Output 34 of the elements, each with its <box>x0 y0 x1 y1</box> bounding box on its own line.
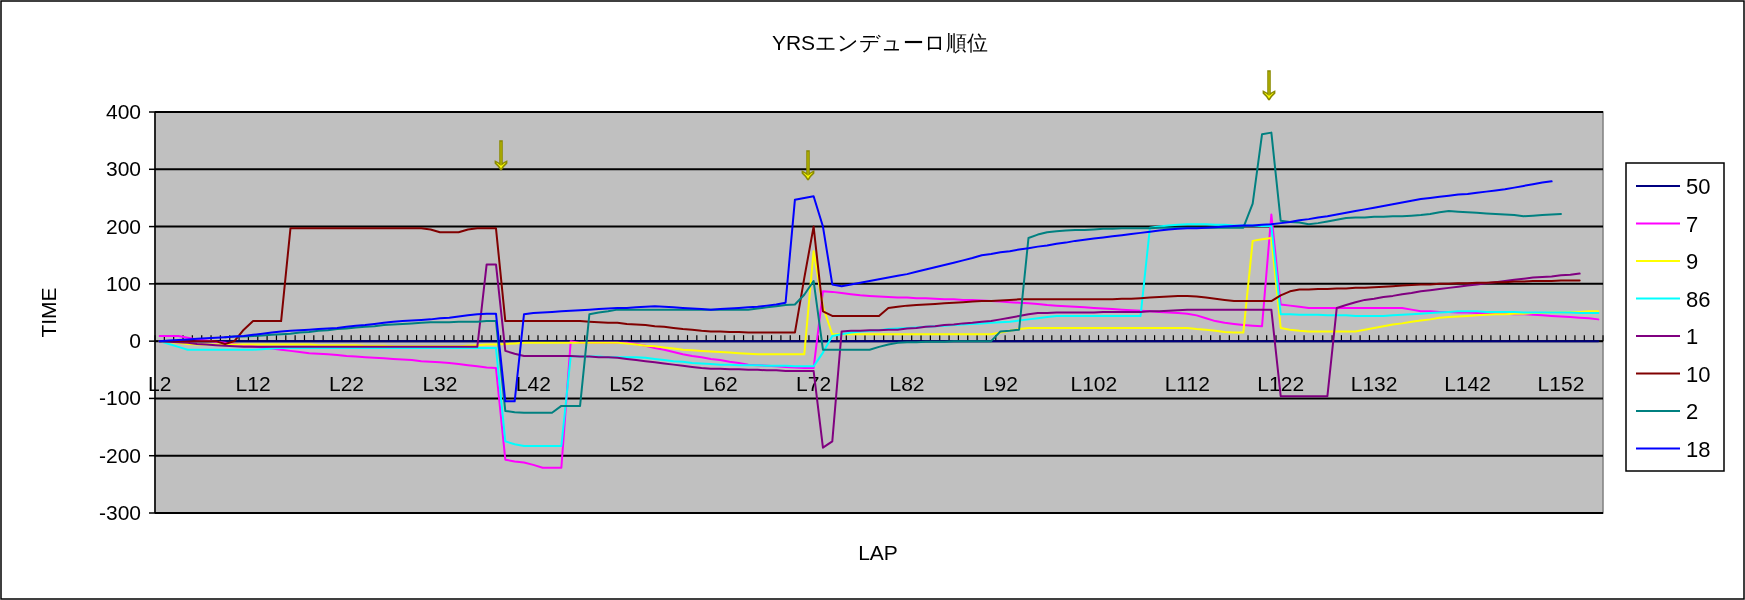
legend-label: 86 <box>1686 286 1711 312</box>
x-tick-label: L42 <box>515 372 551 396</box>
legend-label: 18 <box>1686 436 1711 462</box>
y-tick-label: 400 <box>105 100 141 123</box>
x-tick-label: L112 <box>1164 372 1210 396</box>
x-tick-label: L82 <box>889 372 925 396</box>
legend-label: 2 <box>1686 399 1699 424</box>
legend-label: 9 <box>1686 249 1699 274</box>
x-tick-label: L102 <box>1070 372 1118 396</box>
x-tick-label: L152 <box>1537 372 1585 396</box>
y-tick-label: -300 <box>98 501 141 524</box>
x-axis-title: LAP <box>858 541 898 564</box>
picture-arrow: ↓ <box>1257 55 1281 108</box>
x-tick-label: L12 <box>235 372 271 396</box>
y-tick-label: 0 <box>129 329 141 353</box>
y-tick-label: 200 <box>105 214 141 238</box>
x-tick-label: L132 <box>1350 372 1398 396</box>
legend-label: 50 <box>1686 174 1711 199</box>
y-tick-label: 100 <box>105 271 141 295</box>
y-tick-label: -200 <box>98 443 141 467</box>
x-tick-label: L32 <box>422 372 458 396</box>
x-tick-label: L52 <box>609 372 645 396</box>
y-tick-label: -100 <box>98 386 141 410</box>
x-tick-label: L62 <box>702 372 738 396</box>
legend-label: 10 <box>1686 361 1711 387</box>
x-tick-label: L92 <box>982 372 1018 396</box>
x-tick-label: L142 <box>1444 372 1491 396</box>
chart-title: YRSエンデューロ順位 <box>771 31 989 54</box>
picture-arrow: ↓ <box>489 125 513 178</box>
legend-label: 1 <box>1686 324 1699 349</box>
legend-label: 7 <box>1686 211 1699 237</box>
y-tick-label: 300 <box>105 157 141 181</box>
y-axis-title: TIME <box>37 287 60 338</box>
x-tick-label: L22 <box>328 372 365 396</box>
